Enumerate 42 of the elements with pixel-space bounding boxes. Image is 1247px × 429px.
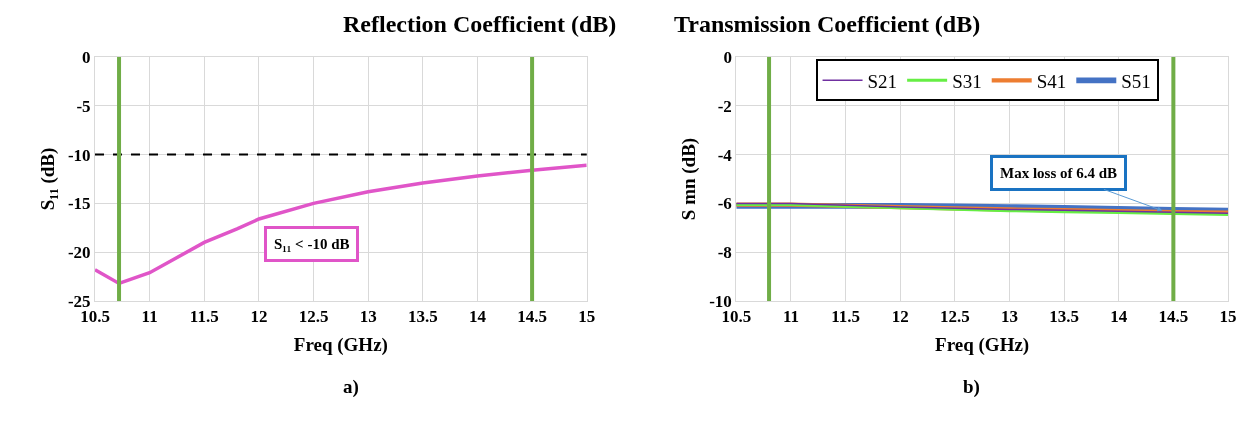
x-axis-title: Freq (GHz)	[935, 334, 1030, 357]
x-tick-label: 14.5	[517, 307, 547, 327]
x-tick-label: 12	[250, 307, 268, 327]
legend-label: S51	[1121, 70, 1151, 92]
x-tick-label: 13	[1000, 307, 1018, 327]
x-tick-label: 14	[1110, 307, 1128, 327]
y-axis-title: S₁₁ (dB)	[36, 147, 59, 211]
chart-title: Transmission Coefficient (dB)	[674, 11, 981, 37]
y-tick-label: 0	[82, 47, 91, 67]
x-tick-label: 11.5	[189, 307, 219, 327]
x-tick-label: 13	[359, 307, 377, 327]
x-tick-label: 12.5	[939, 307, 970, 327]
legend-label: S21	[867, 70, 898, 92]
annotation: Max loss of 6.4 dB	[1000, 165, 1118, 181]
y-tick-label: -4	[717, 145, 733, 165]
text: b)	[963, 376, 980, 398]
y-tick-label: -8	[717, 243, 732, 263]
y-tick-label: -5	[76, 96, 91, 116]
x-tick-label: 12.5	[298, 307, 329, 327]
annotation: S₁₁ < -10 dB	[274, 236, 350, 252]
x-tick-label: 11	[141, 307, 158, 327]
x-tick-label: 13.5	[407, 307, 438, 327]
x-axis-title: Freq (GHz)	[293, 334, 388, 357]
x-tick-label: 11.5	[831, 307, 860, 327]
x-tick-label: 12	[891, 307, 909, 327]
x-tick-label: 15	[1219, 307, 1237, 327]
x-tick-label: 14	[468, 307, 487, 327]
x-tick-label: 15	[578, 307, 596, 327]
text: a)	[343, 376, 359, 398]
y-tick-label: -15	[67, 194, 91, 214]
legend-label: S31	[952, 70, 982, 92]
y-tick-label: -10	[67, 145, 91, 165]
y-axis-title: S mn (dB)	[678, 137, 701, 221]
y-tick-label: 0	[723, 47, 732, 67]
x-tick-label: 11	[782, 307, 799, 327]
legend-label: S41	[1036, 70, 1067, 92]
chart-title: Reflection Coefficient (dB)	[343, 11, 617, 37]
y-tick-label: -2	[717, 96, 732, 116]
x-tick-label: 14.5	[1158, 307, 1189, 327]
y-tick-label: -6	[717, 194, 732, 214]
y-tick-label: -20	[67, 243, 91, 263]
x-tick-label: 13.5	[1049, 307, 1079, 327]
